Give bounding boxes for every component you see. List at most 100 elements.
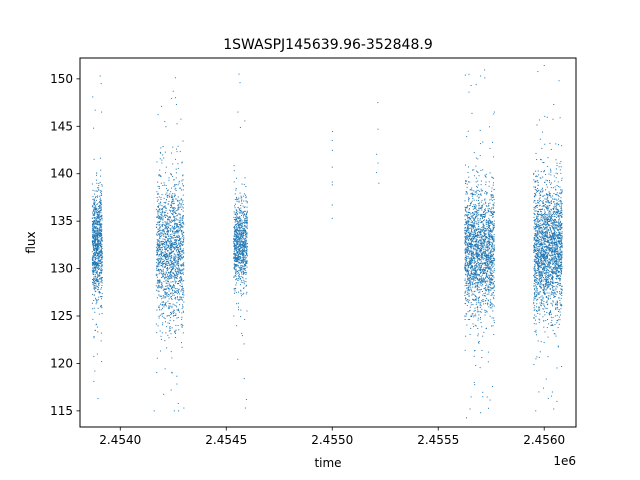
data-point (165, 256, 167, 258)
data-point (472, 234, 474, 236)
data-point (480, 206, 482, 208)
data-point (491, 246, 493, 248)
data-point (170, 204, 172, 206)
data-point (486, 226, 488, 228)
data-point (238, 208, 240, 210)
data-point (244, 251, 246, 253)
data-point (93, 229, 95, 231)
data-point (159, 169, 161, 171)
data-point (164, 266, 166, 268)
data-point (234, 232, 236, 234)
data-point (171, 199, 173, 201)
data-point (476, 213, 478, 215)
data-point (468, 232, 470, 234)
data-point (245, 273, 247, 275)
data-point (157, 213, 159, 215)
data-point (178, 252, 180, 254)
data-point (245, 239, 247, 241)
data-point (161, 243, 163, 245)
data-point (94, 239, 96, 241)
data-point (235, 238, 237, 240)
data-point (236, 249, 238, 251)
data-point (160, 253, 162, 255)
data-point (164, 291, 166, 293)
data-point (239, 244, 241, 246)
data-point (479, 214, 481, 216)
data-point (236, 232, 238, 234)
data-point (485, 274, 487, 276)
data-point (96, 216, 98, 218)
data-point (483, 251, 485, 253)
data-point (490, 260, 492, 262)
data-point (99, 235, 101, 237)
data-point (473, 193, 475, 195)
data-point (95, 266, 97, 268)
data-point (158, 265, 160, 267)
data-point (236, 257, 238, 259)
data-point (160, 247, 162, 249)
data-point (91, 231, 93, 233)
data-point (464, 239, 466, 241)
data-point (467, 237, 469, 239)
data-point (178, 206, 180, 208)
data-point (99, 236, 101, 238)
data-point (156, 265, 158, 267)
data-point (235, 269, 237, 271)
data-point (162, 223, 164, 225)
data-point (181, 318, 183, 320)
data-point (240, 207, 242, 209)
data-point (483, 225, 485, 227)
data-point (167, 288, 169, 290)
data-point (477, 256, 479, 258)
data-point (99, 205, 101, 207)
data-point (474, 230, 476, 232)
data-point (492, 304, 494, 306)
data-point (490, 194, 492, 196)
data-point (176, 240, 178, 242)
data-point (166, 263, 168, 265)
data-point (169, 267, 171, 269)
data-point (95, 233, 97, 235)
data-point (467, 257, 469, 259)
data-point (235, 225, 237, 227)
data-point (164, 293, 166, 295)
data-point (159, 209, 161, 211)
data-point (159, 279, 161, 281)
data-point (164, 214, 166, 216)
data-point (241, 279, 243, 281)
data-point (473, 277, 475, 279)
data-point (467, 197, 469, 199)
data-point (491, 242, 493, 244)
data-point (101, 217, 103, 219)
data-point (179, 213, 181, 215)
data-point (474, 194, 476, 196)
data-point (173, 265, 175, 267)
data-point (244, 272, 246, 274)
data-point (169, 211, 171, 213)
data-point (166, 228, 168, 230)
data-point (171, 219, 173, 221)
data-point (182, 140, 184, 142)
data-point (233, 231, 235, 233)
data-point (165, 249, 167, 251)
data-point (96, 238, 98, 240)
data-point (166, 230, 168, 232)
data-point (156, 357, 158, 359)
data-point (243, 244, 245, 246)
data-point (474, 253, 476, 255)
data-point (474, 290, 476, 292)
data-point (96, 190, 98, 192)
data-point (98, 284, 100, 286)
data-point (472, 323, 474, 325)
data-point (170, 249, 172, 251)
data-point (156, 249, 158, 251)
data-point (237, 222, 239, 224)
data-point (181, 243, 183, 245)
data-point (469, 284, 471, 286)
data-point (175, 240, 177, 242)
data-point (100, 295, 102, 297)
data-point (240, 268, 242, 270)
data-point (174, 239, 176, 241)
data-point (474, 244, 476, 246)
data-point (97, 299, 99, 301)
